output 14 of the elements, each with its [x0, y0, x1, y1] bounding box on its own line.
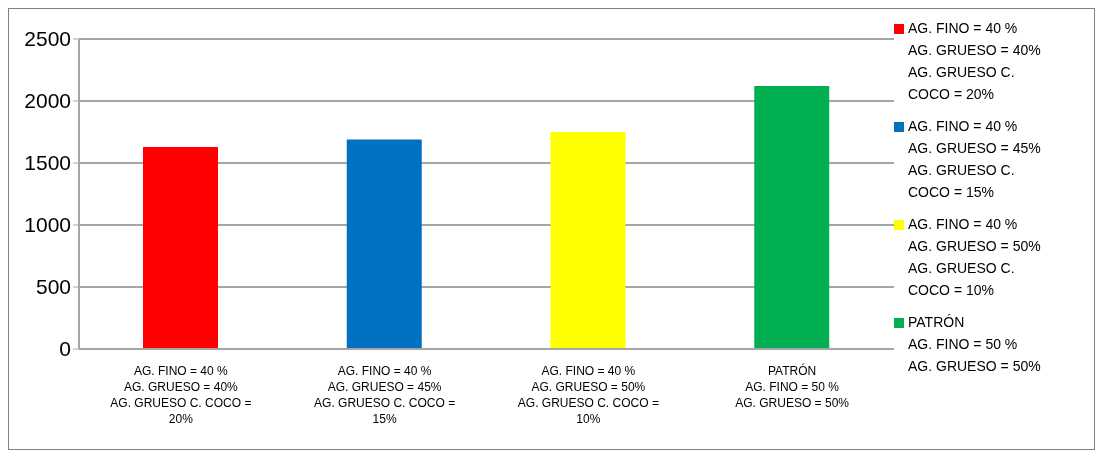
- x-tick-label: AG. FINO = 40 % AG. GRUESO = 40% AG. GRUESO C. COCO = 20%: [110, 364, 252, 426]
- y-tick-label: 0: [59, 337, 71, 361]
- legend-label: PATRÓN AG. FINO = 50 % AG. GRUESO = 50%: [908, 313, 1041, 376]
- y-tick-label: 1500: [24, 151, 71, 175]
- x-tick-label: AG. FINO = 40 % AG. GRUESO = 45% AG. GRUESO C. COCO = 15%: [314, 364, 456, 426]
- y-tick-label: 500: [35, 275, 71, 299]
- legend-label: AG. FINO = 40 % AG. GRUESO = 50% AG. GRUESO C. COCO = 10%: [908, 215, 1041, 300]
- y-tick-label: 1000: [24, 213, 71, 237]
- y-tick-label: 2500: [24, 27, 71, 51]
- legend-label: AG. FINO = 40 % AG. GRUESO = 40% AG. GRUESO C. COCO = 20%: [908, 19, 1041, 104]
- y-tick-label: 2000: [24, 89, 71, 113]
- x-tick-label: PATRÓN AG. FINO = 50 % AG. GRUESO = 50%: [735, 363, 850, 410]
- legend-label: AG. FINO = 40 % AG. GRUESO = 45% AG. GRUESO C. COCO = 15%: [908, 117, 1041, 202]
- x-tick-label: AG. FINO = 40 % AG. GRUESO = 50% AG. GRUESO C. COCO = 10%: [517, 364, 659, 426]
